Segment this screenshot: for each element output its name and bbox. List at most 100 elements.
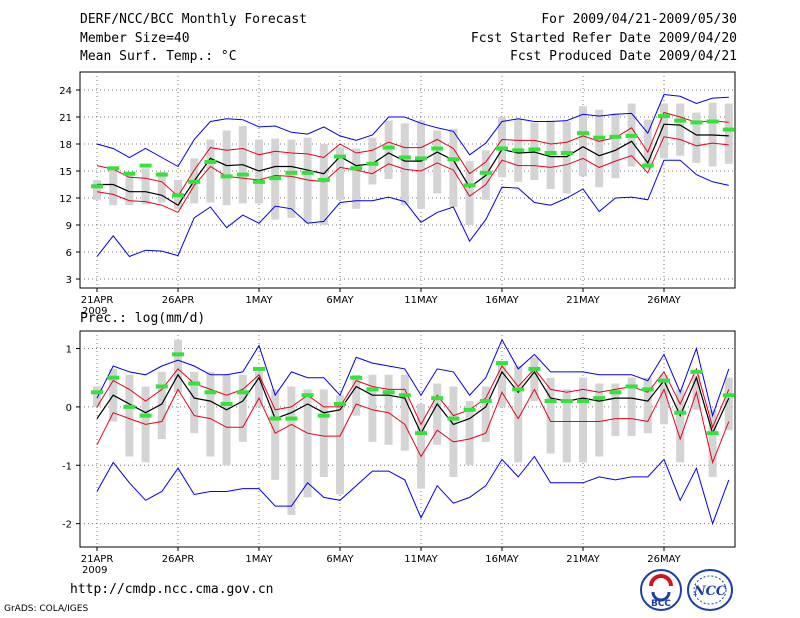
x-year-label: 2009 (82, 306, 107, 317)
ensemble-range-bar (417, 120, 425, 209)
ensemble-range-bar (660, 374, 668, 425)
ensemble-range-bar (611, 113, 620, 179)
ensemble-range-bar (643, 377, 652, 434)
member-mean-mark (722, 393, 735, 398)
member-mean-mark (447, 416, 460, 421)
ensemble-range-bar (627, 377, 636, 437)
member-mean-mark (415, 156, 427, 161)
member-mean-mark (496, 146, 508, 151)
ensemble-range-bar (562, 389, 571, 463)
member-size-label: Member Size=40 (80, 31, 190, 46)
ensemble-range-bar (125, 173, 134, 206)
x-tick-label: 6MAY (326, 554, 354, 565)
ensemble-range-bar (222, 130, 231, 206)
y-tick-label: 12 (59, 194, 72, 205)
member-mean-mark (188, 179, 201, 184)
member-mean-mark (204, 160, 217, 164)
series-ensemble-mean-line (96, 370, 730, 435)
member-mean-mark (155, 172, 168, 177)
member-mean-mark (220, 174, 233, 179)
ensemble-range-bar (287, 386, 296, 515)
y-tick-label: 3 (66, 275, 72, 286)
plot-frame (79, 71, 736, 289)
ensemble-range-bar (530, 357, 539, 402)
member-mean-mark (463, 183, 476, 188)
ensemble-range-bar (611, 383, 620, 437)
member-mean-mark (512, 387, 525, 392)
member-mean-mark (641, 387, 654, 392)
member-mean-mark (139, 413, 152, 418)
ensemble-range-bar (222, 374, 231, 466)
member-mean-mark (123, 171, 136, 176)
ensemble-range-bar (433, 383, 442, 445)
member-mean-mark (577, 131, 589, 136)
member-mean-mark (188, 381, 201, 386)
y-tick-label: -1 (62, 461, 72, 472)
member-mean-mark (236, 390, 249, 395)
x-tick-label: 26APR (162, 295, 195, 306)
ensemble-range-bar (465, 161, 474, 225)
series-mean-plus-sd-line (96, 111, 729, 197)
member-mean-mark (512, 148, 525, 153)
ensemble-range-bar (255, 371, 263, 407)
source-url[interactable]: http://cmdp.ncc.cma.gov.cn (70, 582, 274, 597)
member-mean-mark (317, 178, 330, 182)
ensemble-range-bar (724, 377, 733, 431)
ensemble-range-bar (352, 148, 361, 209)
ensemble-range-bar (206, 139, 215, 203)
bcc-logo-text: BCC (651, 599, 671, 609)
member-mean-mark (431, 146, 444, 151)
ensemble-range-bar (708, 409, 717, 477)
x-tick-label: 11MAY (404, 554, 438, 565)
member-mean-mark (658, 114, 670, 119)
ensemble-range-bar (287, 139, 296, 218)
ncc-logo-text: NCC (693, 584, 727, 599)
member-mean-mark (690, 369, 703, 374)
member-mean-mark (447, 157, 460, 162)
grads-credit: GrADS: COLA/IGES (4, 604, 89, 614)
variable-label: Mean Surf. Temp.: °C (80, 49, 237, 64)
panel-title: Prec.: log(mm/d) (80, 311, 205, 326)
member-mean-mark (641, 163, 654, 168)
y-tick-label: 24 (59, 86, 72, 97)
member-mean-mark (123, 404, 136, 409)
x-tick-label: 1MAY (245, 295, 273, 306)
y-tick-label: 15 (59, 167, 72, 178)
member-mean-mark (317, 413, 330, 418)
member-mean-mark (382, 390, 395, 395)
member-mean-mark (334, 154, 346, 159)
member-mean-mark (593, 135, 606, 140)
series-ensemble-mean-line (97, 123, 729, 207)
member-mean-mark (706, 431, 719, 436)
ensemble-range-bar (125, 374, 134, 457)
x-tick-label: 21MAY (566, 295, 600, 306)
member-mean-mark (350, 375, 363, 380)
series-mean-minus-sd-line (96, 388, 730, 465)
ensemble-range-bar (481, 386, 490, 442)
series-max-line (96, 93, 729, 168)
x-tick-label: 16MAY (485, 295, 519, 306)
x-tick-label: 16MAY (485, 554, 519, 565)
y-tick-label: 1 (66, 345, 72, 356)
member-mean-mark (285, 170, 298, 175)
member-mean-mark (528, 366, 541, 371)
bcc-logo: BCC (640, 569, 682, 611)
ensemble-range-bar (352, 374, 361, 416)
member-mean-mark (366, 387, 379, 392)
ensemble-range-bar (109, 166, 118, 206)
x-tick-label: 21APR (81, 554, 114, 565)
ensemble-range-bar (417, 403, 425, 489)
ensemble-range-bar (384, 374, 393, 445)
member-mean-mark (593, 396, 606, 401)
x-year-label: 2009 (82, 565, 107, 576)
ensemble-range-bar (336, 146, 344, 200)
member-mean-mark (674, 410, 687, 415)
member-mean-mark (107, 166, 120, 171)
member-mean-mark (722, 127, 735, 132)
ensemble-range-bar (319, 389, 328, 477)
member-mean-mark (172, 352, 184, 357)
x-tick-label: 6MAY (326, 295, 354, 306)
series-max-line (96, 338, 730, 418)
panel-temperature: 3 6 9 12 15 18 21 24 21APR 26APR 1MAY 6MAY 11MAY 16MA… (59, 71, 736, 317)
member-mean-mark (285, 416, 298, 421)
